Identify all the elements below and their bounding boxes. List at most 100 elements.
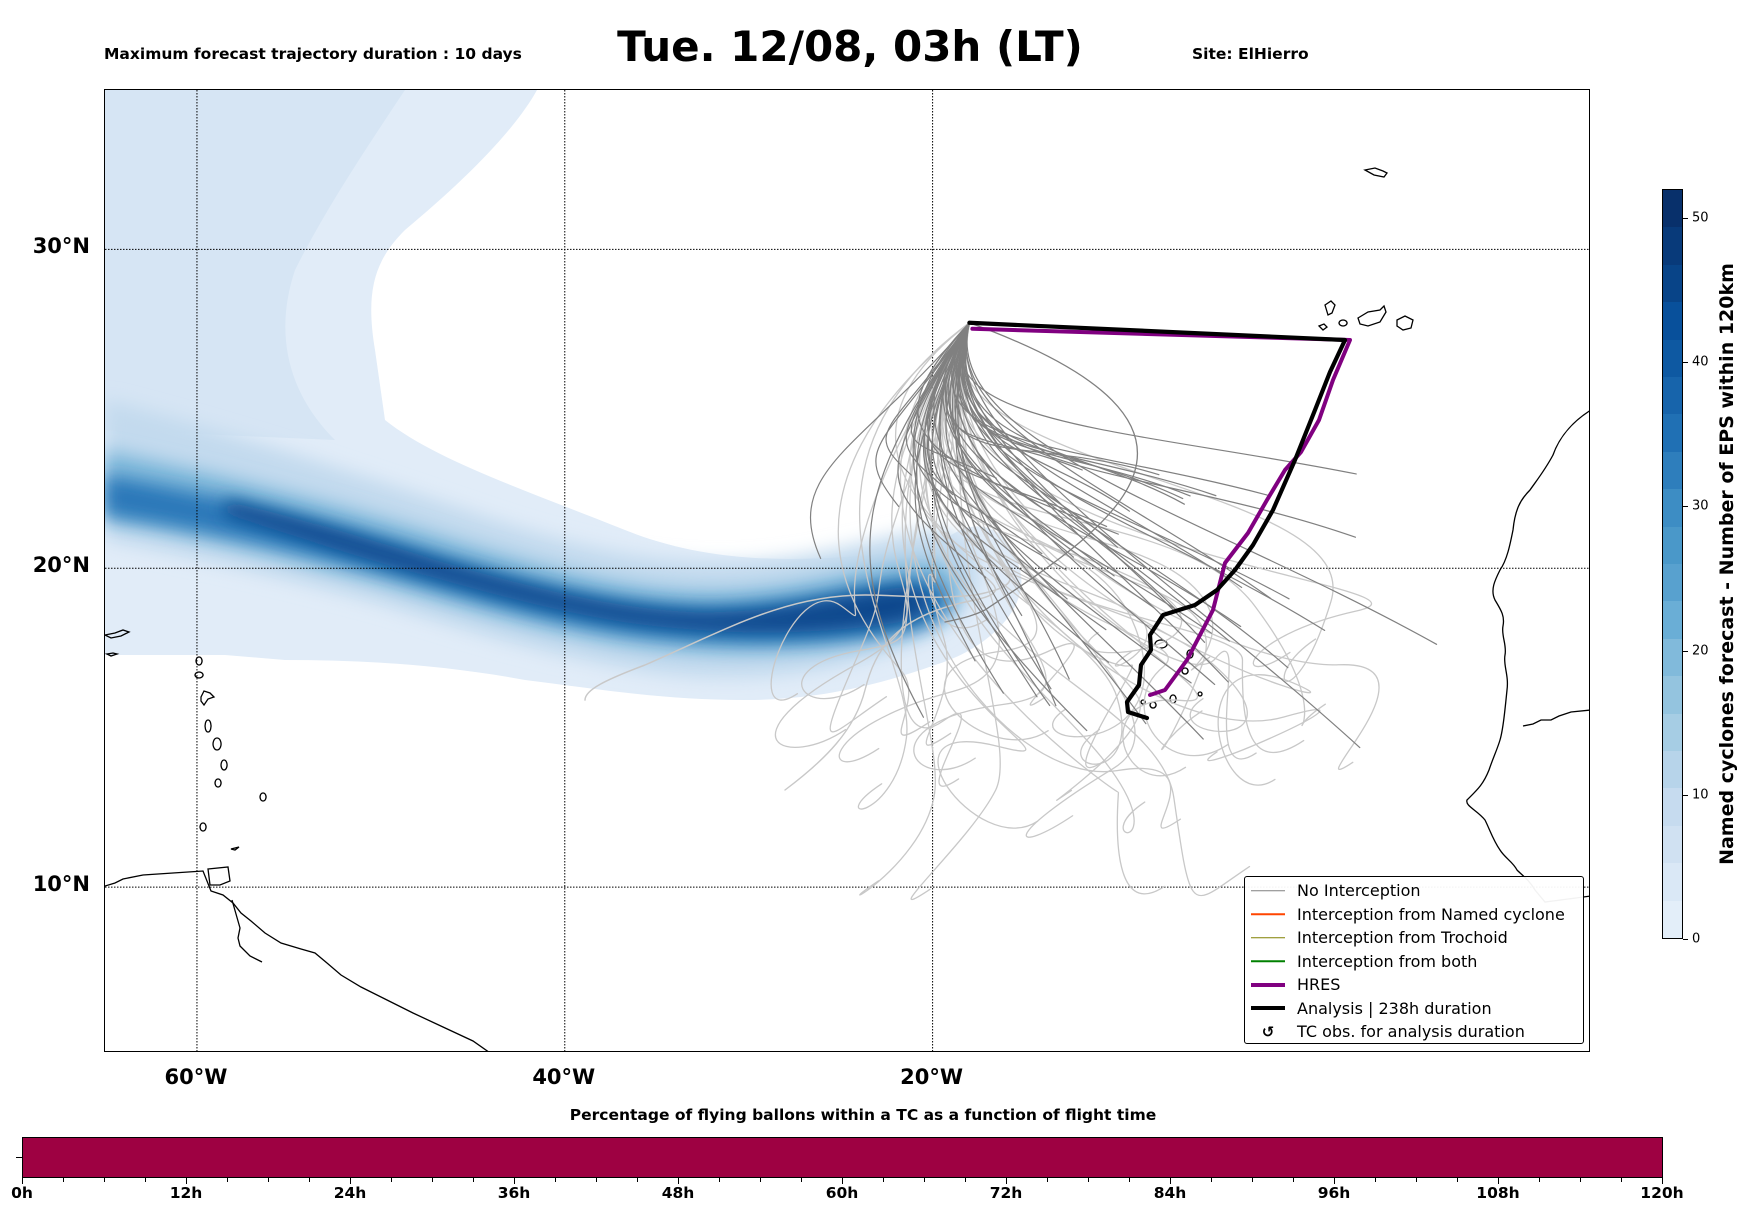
trajectory-far	[774, 322, 971, 748]
colorbar-segment	[1663, 338, 1682, 377]
timebar-tick-label: 48h	[661, 1184, 695, 1202]
timebar-major-tick	[842, 1178, 843, 1184]
trajectory-no-interception	[965, 322, 1361, 749]
trajectory-far	[934, 322, 1145, 738]
colorbar-segment	[1663, 861, 1682, 901]
coast-el-hierro	[1317, 323, 1328, 331]
trajectory-no-interception	[926, 322, 1043, 555]
cyclone-density-field	[105, 90, 1022, 700]
timebar	[22, 1137, 1663, 1178]
colorbar-tick	[1683, 506, 1688, 508]
coast-la-palma	[1324, 300, 1336, 316]
trajectory-no-interception	[962, 322, 1326, 632]
coast-barbados	[259, 792, 267, 802]
timebar-tick-label: 24h	[333, 1184, 367, 1202]
timebar-minor-tick	[801, 1178, 802, 1182]
coast-guadeloupe	[200, 690, 216, 707]
map-canvas[interactable]	[105, 90, 1590, 1052]
density-band-upper-light	[105, 90, 405, 440]
coast-dominica	[204, 719, 212, 733]
trajectory-no-interception	[947, 322, 1083, 539]
coast-africa-south	[1522, 709, 1589, 727]
coast-trinidad	[207, 866, 231, 886]
legend-item-hres: HRES	[1245, 973, 1583, 997]
legend-item-both: Interception from both	[1245, 950, 1583, 974]
legend-line-swatch	[1251, 1002, 1285, 1014]
colorbar-tick	[1683, 217, 1688, 219]
trajectory-no-interception	[960, 322, 1357, 475]
coast-martinique	[212, 737, 222, 751]
ensemble-trajectories	[584, 320, 1438, 901]
trajectory-no-interception	[885, 322, 970, 476]
colorbar-segment	[1663, 525, 1682, 564]
timebar-minor-tick	[1375, 1178, 1376, 1182]
timebar-major-tick	[678, 1178, 679, 1184]
timebar-tick-label: 96h	[1317, 1184, 1351, 1202]
trajectory-far	[960, 322, 1257, 760]
timebar-minor-tick	[1293, 1178, 1294, 1182]
colorbar-segment	[1663, 225, 1682, 265]
coast-africa	[1466, 410, 1589, 903]
colorbar-tick	[1683, 650, 1688, 652]
timebar-minor-tick	[965, 1178, 966, 1182]
legend-item-no-interception: No Interception	[1245, 879, 1583, 903]
trajectory-far	[925, 322, 971, 746]
legend-label: No Interception	[1297, 881, 1421, 901]
timebar-minor-tick	[63, 1178, 64, 1182]
trajectory-no-interception	[944, 322, 1139, 623]
trajectory-far	[584, 322, 1011, 701]
trajectory-no-interception	[933, 322, 1192, 684]
timebar-minor-tick	[760, 1178, 761, 1182]
cyclone-symbol-icon: ↺	[1261, 1022, 1275, 1041]
trajectory-no-interception	[897, 322, 987, 578]
trajectory-no-interception	[931, 322, 1068, 600]
timebar-minor-tick	[1047, 1178, 1048, 1182]
trajectory-no-interception	[965, 322, 1289, 669]
trajectory-no-interception	[945, 322, 1075, 558]
colorbar-segment	[1663, 190, 1682, 228]
timebar-minor-tick	[432, 1178, 433, 1182]
coast-virgin-islands	[105, 652, 120, 657]
timebar-minor-tick	[391, 1178, 392, 1182]
legend-label: Interception from both	[1297, 951, 1478, 971]
coast-st-vincent	[214, 778, 222, 788]
coast-tenerife	[1357, 304, 1387, 327]
lat-label-10n: 10°N	[32, 872, 90, 897]
trajectory-hres	[970, 326, 1352, 697]
trajectory-far	[900, 322, 971, 787]
colorbar-segment	[1663, 487, 1682, 527]
density-band-peak	[225, 500, 931, 633]
colorbar-tick-label: 30	[1692, 498, 1709, 514]
trajectory-no-interception	[957, 322, 1191, 497]
timebar-tick-label: 0h	[11, 1184, 33, 1202]
timebar-minor-tick	[268, 1178, 269, 1182]
coast-cape-verde-4	[1149, 701, 1157, 709]
coast-cape-verde-7	[1197, 691, 1203, 697]
coast-lesser-antilles-1	[195, 656, 203, 666]
colorbar-segment	[1663, 637, 1682, 677]
colorbar-segment	[1663, 263, 1682, 303]
timebar-minor-tick	[1088, 1178, 1089, 1182]
timebar-major-tick	[1498, 1178, 1499, 1184]
trajectory-far	[909, 322, 1182, 829]
timebar-minor-tick	[637, 1178, 638, 1182]
timebar-minor-tick	[1580, 1178, 1581, 1182]
colorbar-tick-label: 50	[1692, 210, 1709, 226]
timebar-minor-tick	[596, 1178, 597, 1182]
trajectory-far	[784, 322, 997, 791]
colorbar-tick	[1683, 939, 1688, 940]
legend-item-trochoid: Interception from Trochoid	[1245, 926, 1583, 950]
timebar-major-tick	[1334, 1178, 1335, 1184]
page-title: Tue. 12/08, 03h (LT)	[0, 22, 1700, 71]
timebar-tick-label: 72h	[989, 1184, 1023, 1202]
timebar-major-tick	[186, 1178, 187, 1184]
density-band-core-light	[105, 450, 959, 654]
colorbar-segment	[1663, 300, 1682, 340]
colorbar	[1662, 189, 1683, 939]
coast-venezuela-delta	[231, 899, 263, 963]
lat-label-20n: 20°N	[32, 553, 90, 578]
trajectory-no-interception	[809, 322, 970, 560]
trajectory-far	[770, 322, 971, 701]
map-panel[interactable]	[104, 89, 1590, 1052]
legend-line-swatch	[1251, 908, 1285, 920]
